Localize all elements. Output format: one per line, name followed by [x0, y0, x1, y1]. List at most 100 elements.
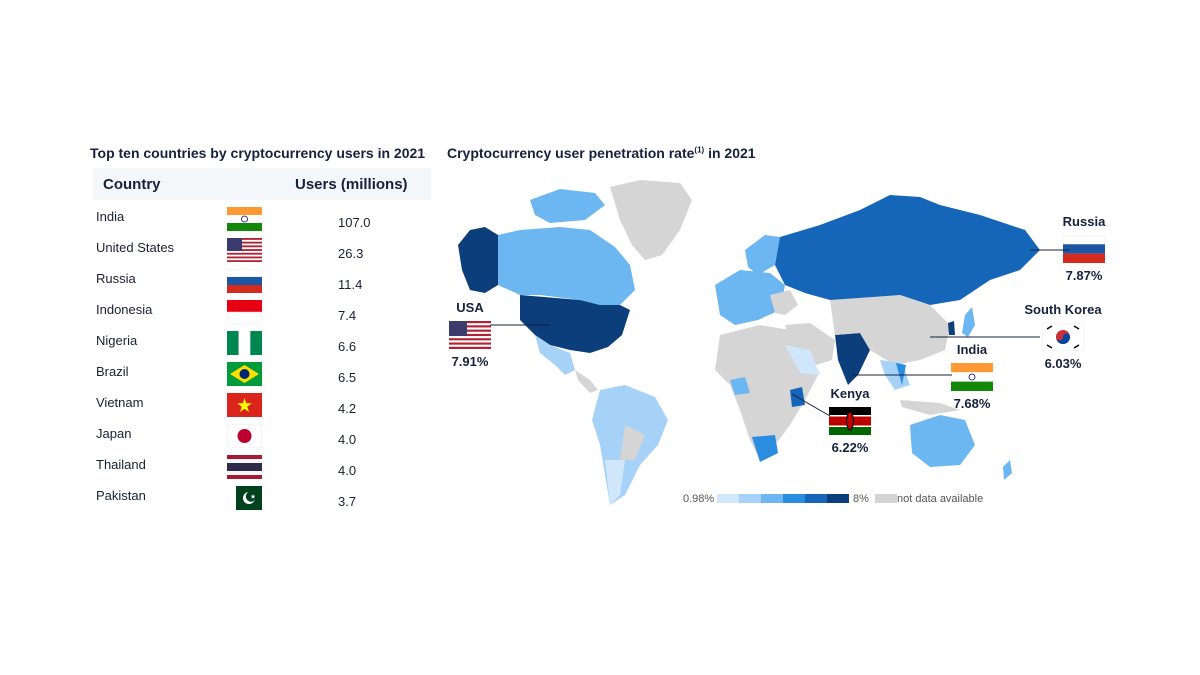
callout-kenya: Kenya 6.22%: [826, 386, 874, 455]
land-greenland: [610, 180, 692, 260]
legend-min-label: 0.98%: [683, 493, 715, 505]
land-canada-north: [530, 189, 605, 223]
callout-usa-line: [490, 324, 550, 326]
row-country: United States: [96, 240, 175, 255]
legend-swatch: [717, 494, 739, 503]
row-country: Pakistan: [96, 488, 146, 503]
legend-na-swatch: [875, 494, 897, 503]
south-korea-flag-icon: [1041, 322, 1085, 352]
row-country: Thailand: [96, 457, 146, 472]
land-asia: [830, 295, 950, 365]
users-table: Country Users (millions) India 107.0 Unite…: [93, 168, 431, 510]
callout-south-korea-pct: 6.03%: [1044, 356, 1082, 371]
land-africa: [715, 325, 818, 460]
land-south-africa: [752, 435, 778, 462]
legend-swatch: [739, 494, 761, 503]
row-users: 3.7: [338, 494, 357, 509]
table-row: Vietnam 4.2: [93, 388, 431, 419]
callout-india-pct: 7.68%: [953, 396, 991, 411]
row-users: 7.4: [338, 308, 357, 323]
callout-india: India 7.68%: [948, 342, 996, 411]
map-title-tail: in 2021: [704, 145, 756, 161]
header-users: Users (millions): [295, 176, 408, 193]
land-europe: [715, 270, 785, 325]
vietnam-flag-icon: [227, 393, 262, 417]
row-users: 6.5: [338, 370, 357, 385]
callout-kenya-line: [792, 393, 831, 417]
callout-russia: Russia 7.87%: [1058, 214, 1110, 283]
pakistan-flag-icon: [227, 486, 262, 510]
table-row: Japan 4.0: [93, 419, 431, 450]
table-header: Country Users (millions): [93, 168, 431, 200]
table-row: India 107.0: [93, 202, 431, 233]
land-arabia: [785, 345, 820, 375]
legend-swatch: [761, 494, 783, 503]
table-row: United States 26.3: [93, 233, 431, 264]
callout-south-korea: South Korea 6.03%: [1020, 302, 1106, 371]
callout-usa: USA 7.91%: [446, 300, 494, 369]
land-ukraine: [770, 290, 798, 315]
map-title-main: Cryptocurrency user penetration rate: [447, 145, 695, 161]
callout-russia-pct: 7.87%: [1065, 268, 1103, 283]
table-row: Nigeria 6.6: [93, 326, 431, 357]
nigeria-flag-icon: [227, 331, 262, 355]
land-canada: [498, 227, 635, 305]
callout-usa-name: USA: [456, 300, 484, 315]
land-alaska: [458, 227, 498, 293]
row-country: Russia: [96, 271, 136, 286]
row-country: Indonesia: [96, 302, 153, 317]
land-argentina: [605, 460, 625, 505]
world-map: [458, 180, 1040, 505]
thailand-flag-icon: [227, 455, 262, 479]
row-users: 4.2: [338, 401, 357, 416]
land-new-zealand: [1003, 460, 1012, 480]
usa-flag-icon: [449, 321, 491, 349]
row-country: Nigeria: [96, 333, 138, 348]
kenya-flag-icon: [829, 407, 871, 435]
table-row: Russia 11.4: [93, 264, 431, 295]
land-south-america-na: [620, 425, 645, 460]
callout-russia-name: Russia: [1062, 214, 1106, 229]
land-india: [835, 333, 870, 385]
land-mexico: [535, 335, 575, 375]
land-japan: [962, 307, 975, 337]
row-users: 11.4: [338, 277, 363, 292]
legend-swatch: [827, 494, 849, 503]
row-country: Japan: [96, 426, 132, 441]
land-central-america: [575, 370, 598, 393]
legend-max-label: 8%: [853, 493, 869, 505]
map-title-footnote: (1): [694, 145, 705, 155]
land-usa: [520, 295, 630, 353]
callout-india-line: [852, 374, 952, 376]
callout-india-name: India: [956, 342, 988, 357]
india-flag-icon: [227, 207, 262, 231]
japan-flag-icon: [226, 423, 263, 449]
row-users: 107.0: [338, 215, 371, 230]
row-users: 26.3: [338, 246, 364, 261]
brazil-flag-icon: [227, 362, 262, 386]
row-country: Vietnam: [96, 395, 144, 410]
land-indonesia: [900, 400, 960, 415]
row-users: 4.0: [338, 463, 357, 478]
callout-kenya-name: Kenya: [830, 386, 870, 401]
land-australia: [910, 415, 975, 467]
india-flag-icon: [951, 363, 993, 391]
row-users: 6.6: [338, 339, 357, 354]
table-row: Brazil 6.5: [93, 357, 431, 388]
row-users: 4.0: [338, 432, 357, 447]
header-country: Country: [103, 176, 161, 193]
callout-russia-line: [1030, 249, 1070, 251]
legend-na-label: not data available: [897, 493, 984, 505]
row-country: Brazil: [96, 364, 129, 379]
land-korea: [948, 321, 955, 335]
legend-swatch: [783, 494, 805, 503]
land-russia: [775, 195, 1040, 305]
indonesia-flag-icon: [226, 300, 263, 325]
russia-flag-icon: [226, 268, 263, 293]
land-middle-east: [785, 323, 835, 367]
callout-kenya-pct: 6.22%: [831, 440, 869, 455]
land-west-africa: [730, 377, 750, 395]
callout-south-korea-line: [930, 336, 1040, 338]
usa-flag-icon: [227, 238, 262, 262]
row-country: India: [96, 209, 125, 224]
